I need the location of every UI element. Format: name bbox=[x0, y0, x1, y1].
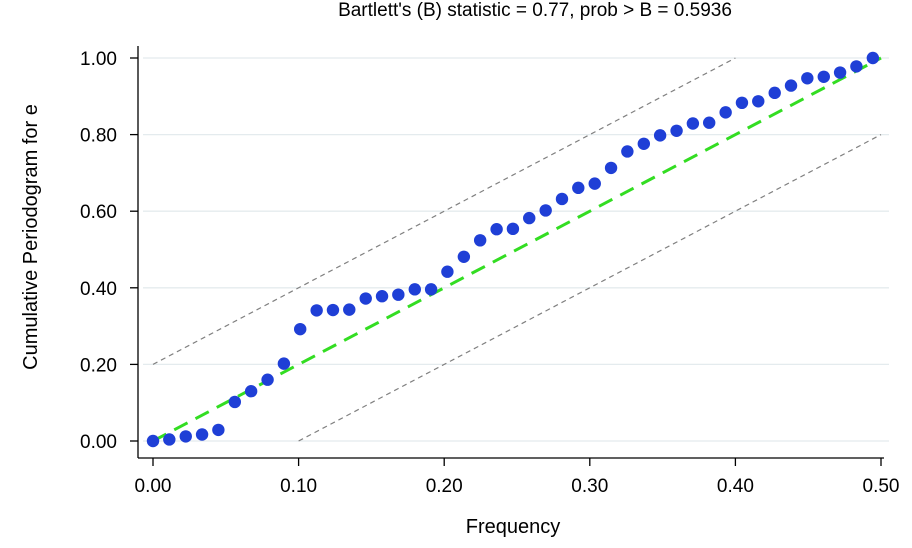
data-point bbox=[784, 79, 798, 92]
data-point bbox=[653, 129, 667, 142]
data-point bbox=[294, 322, 307, 336]
data-point bbox=[801, 72, 814, 85]
data-point bbox=[735, 96, 749, 110]
data-point bbox=[604, 161, 618, 175]
data-point bbox=[424, 283, 438, 296]
data-point bbox=[572, 181, 585, 195]
data-point bbox=[866, 51, 880, 65]
x-tick-label: 0.00 bbox=[135, 476, 172, 497]
data-point bbox=[719, 106, 732, 119]
data-point bbox=[670, 124, 683, 137]
axes bbox=[130, 46, 884, 466]
data-point bbox=[850, 60, 863, 73]
data-point bbox=[752, 95, 765, 108]
x-tick-label: 0.50 bbox=[863, 476, 900, 497]
data-point bbox=[441, 265, 454, 278]
data-point bbox=[244, 385, 258, 398]
data-point bbox=[506, 222, 520, 236]
data-point bbox=[473, 234, 487, 247]
x-tick-label: 0.10 bbox=[280, 476, 317, 497]
data-point bbox=[523, 211, 536, 225]
data-point bbox=[375, 290, 389, 303]
data-point bbox=[702, 116, 716, 129]
data-point bbox=[343, 303, 356, 316]
data-point bbox=[392, 288, 405, 301]
y-axis-title: Cumulative Periodogram for e bbox=[20, 104, 42, 370]
data-point bbox=[195, 428, 209, 441]
y-tick-label: 0.60 bbox=[80, 202, 117, 223]
confidence-bands bbox=[152, 57, 882, 442]
data-point bbox=[457, 250, 471, 263]
data-point bbox=[555, 192, 569, 206]
data-point bbox=[163, 433, 176, 446]
data-point bbox=[637, 137, 651, 150]
data-point bbox=[277, 357, 291, 370]
x-tick-label: 0.30 bbox=[571, 476, 608, 497]
data-point bbox=[326, 303, 340, 317]
x-tick-labels: 0.00 0.10 0.20 0.30 0.40 0.50 bbox=[135, 476, 900, 497]
data-point bbox=[686, 117, 700, 130]
y-tick-label: 0.40 bbox=[80, 279, 117, 300]
confidence-band-line bbox=[152, 57, 736, 365]
data-point bbox=[768, 86, 781, 100]
reference-line-segment bbox=[152, 56, 882, 443]
x-axis-title: Frequency bbox=[466, 516, 561, 538]
data-point bbox=[359, 292, 372, 305]
y-tick-label: 0.20 bbox=[80, 355, 117, 376]
data-point bbox=[228, 395, 242, 409]
data-point bbox=[817, 70, 830, 83]
confidence-band-line bbox=[298, 134, 882, 442]
data-point bbox=[408, 283, 421, 296]
data-point bbox=[490, 223, 503, 236]
data-point bbox=[833, 66, 847, 79]
x-tick-label: 0.20 bbox=[426, 476, 463, 497]
data-point bbox=[621, 145, 634, 158]
y-tick-label: 0.80 bbox=[80, 126, 117, 147]
y-tick-label: 1.00 bbox=[80, 49, 117, 70]
data-points bbox=[146, 51, 880, 448]
y-tick-label: 0.00 bbox=[80, 432, 117, 453]
data-point bbox=[179, 430, 192, 443]
y-tick-labels: 0.00 0.20 0.40 0.60 0.80 1.00 bbox=[80, 49, 117, 453]
data-point bbox=[310, 304, 323, 317]
data-point bbox=[588, 177, 601, 190]
chart-title: Bartlett's (B) statistic = 0.77, prob > … bbox=[338, 0, 732, 21]
reference-line bbox=[152, 56, 882, 443]
data-point bbox=[212, 423, 225, 437]
x-tick-label: 0.40 bbox=[717, 476, 754, 497]
gridlines bbox=[143, 57, 889, 442]
data-point bbox=[146, 434, 160, 448]
data-point bbox=[261, 373, 274, 386]
data-point bbox=[539, 204, 552, 217]
